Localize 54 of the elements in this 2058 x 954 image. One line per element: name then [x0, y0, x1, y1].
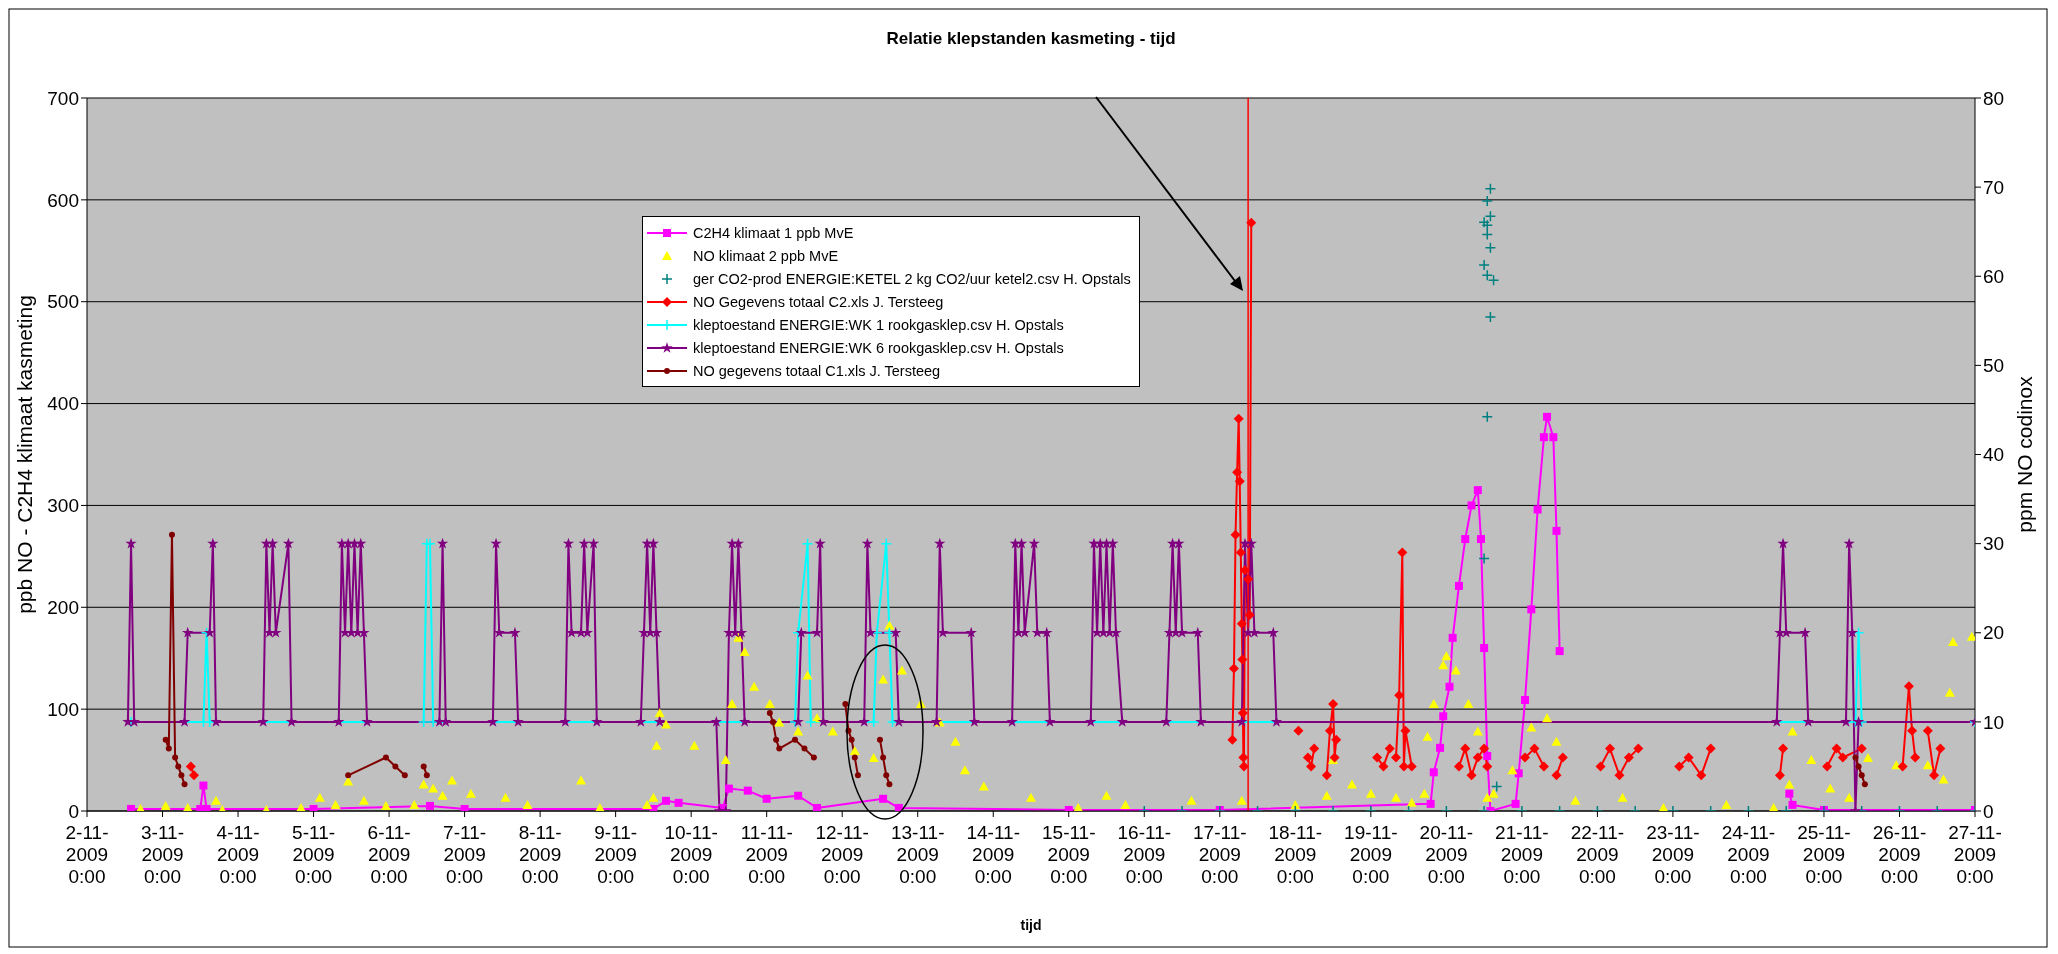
x-axis-title: tijd — [1020, 917, 1042, 933]
x-tick-label: 27-11-2009 0:00 — [1948, 822, 2002, 887]
x-tick-label: 14-11-2009 0:00 — [966, 822, 1020, 887]
y-axis-title: ppb NO - C2H4 klimaat kasmeting — [13, 295, 36, 614]
y2-tick-label: 10 — [1983, 711, 2005, 733]
y-tick-label: 500 — [47, 291, 79, 313]
x-tick-label: 5-11-2009 0:00 — [292, 822, 336, 887]
legend-label: C2H4 klimaat 1 ppb MvE — [693, 224, 854, 241]
x-tick-label: 18-11-2009 0:00 — [1268, 822, 1323, 887]
y-tick-label: 600 — [47, 189, 79, 211]
y-tick-label: 400 — [47, 393, 79, 415]
legend-label: NO Gegevens totaal C2.xls J. Tersteeg — [693, 293, 944, 310]
x-tick-label: 16-11-2009 0:00 — [1117, 822, 1172, 887]
y2-axis-title: ppm NO codinox — [2013, 375, 2036, 533]
x-tick-label: 26-11-2009 0:00 — [1872, 822, 1927, 887]
y-tick-label: 300 — [47, 495, 79, 517]
legend-label: NO gegevens totaal C1.xls J. Tersteeg — [693, 362, 941, 379]
x-tick-label: 8-11-2009 0:00 — [518, 822, 562, 887]
x-tick-label: 7-11-2009 0:00 — [443, 822, 487, 887]
legend-label: ger CO2-prod ENERGIE:KETEL 2 kg CO2/uur ketel2.csv H. Opstals — [693, 270, 1131, 287]
chart-title: Relatie klepstanden kasmeting - tijd — [886, 29, 1176, 48]
x-tick-label: 19-11-2009 0:00 — [1344, 822, 1398, 887]
y2-tick-label: 40 — [1983, 444, 2005, 466]
x-tick-label: 9-11-2009 0:00 — [594, 822, 638, 887]
x-tick-label: 12-11-2009 0:00 — [815, 822, 869, 887]
x-tick-label: 2-11-2009 0:00 — [65, 822, 109, 887]
x-tick-label: 13-11-2009 0:00 — [890, 822, 945, 887]
x-tick-label: 21-11-2009 0:00 — [1495, 822, 1549, 887]
legend-label: kleptoestand ENERGIE:WK 1 rookgasklep.csv H. Opstals — [693, 316, 1064, 333]
legend-label: NO klimaat 2 ppb MvE — [693, 247, 839, 264]
x-tick-label: 22-11-2009 0:00 — [1570, 822, 1625, 887]
y2-tick-label: 60 — [1983, 265, 2005, 287]
x-tick-label: 20-11-2009 0:00 — [1419, 822, 1474, 887]
legend-label: kleptoestand ENERGIE:WK 6 rookgasklep.csv H. Opstals — [693, 339, 1064, 356]
x-tick-label: 4-11-2009 0:00 — [216, 822, 260, 887]
y-tick-label: 0 — [68, 800, 79, 822]
x-tick-label: 25-11-2009 0:00 — [1797, 822, 1851, 887]
y2-tick-label: 0 — [1983, 800, 1994, 822]
y2-tick-label: 80 — [1983, 87, 2005, 109]
x-tick-label: 23-11-2009 0:00 — [1646, 822, 1700, 887]
y-tick-label: 100 — [47, 698, 79, 720]
x-tick-label: 11-11-2009 0:00 — [740, 822, 793, 887]
x-tick-label: 10-11-2009 0:00 — [664, 822, 718, 887]
y2-tick-label: 30 — [1983, 533, 2005, 555]
y2-tick-label: 70 — [1983, 176, 2005, 198]
x-tick-label: 15-11-2009 0:00 — [1042, 822, 1096, 887]
y2-tick-label: 20 — [1983, 622, 2005, 644]
y-tick-label: 700 — [47, 87, 79, 109]
x-tick-label: 24-11-2009 0:00 — [1721, 822, 1776, 887]
y2-tick-label: 50 — [1983, 355, 2005, 377]
x-tick-label: 17-11-2009 0:00 — [1193, 822, 1247, 887]
x-tick-label: 3-11-2009 0:00 — [141, 822, 184, 887]
x-tick-label: 6-11-2009 0:00 — [367, 822, 411, 887]
y-tick-label: 200 — [47, 597, 79, 619]
